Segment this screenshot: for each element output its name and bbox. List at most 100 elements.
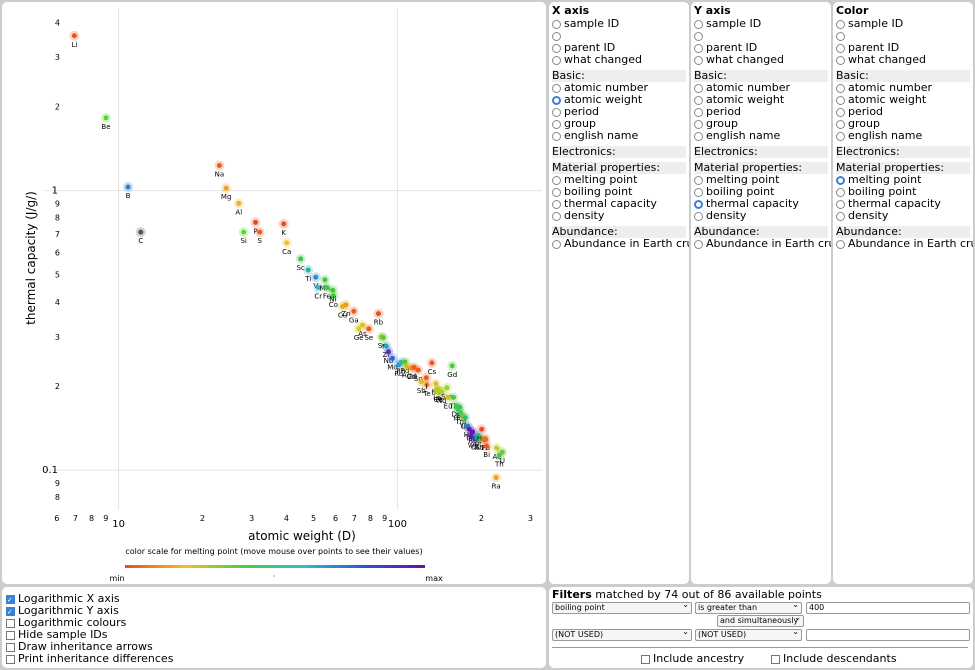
radio-button[interactable] <box>552 55 561 65</box>
y-axis-option[interactable] <box>694 30 828 42</box>
data-point-ca[interactable]: Ca <box>281 237 292 256</box>
data-point-y[interactable]: Y <box>378 332 389 351</box>
y-axis-option[interactable]: atomic weight <box>694 94 828 106</box>
radio-button[interactable] <box>836 95 845 105</box>
x-axis-option[interactable]: density <box>552 210 686 222</box>
data-point-mg[interactable]: Mg <box>221 183 231 201</box>
include-descendants-option[interactable]: Include descendants <box>771 653 897 665</box>
radio-button[interactable] <box>552 95 561 105</box>
color-option[interactable]: group <box>836 118 970 130</box>
x-axis-option[interactable]: boiling point <box>552 186 686 198</box>
data-point-i[interactable]: I <box>421 372 432 391</box>
filter-field-1-select[interactable]: boiling point <box>552 600 692 614</box>
color-option[interactable] <box>836 30 970 42</box>
include-ancestry-checkbox[interactable] <box>641 654 650 664</box>
y-axis-option[interactable]: english name <box>694 130 828 142</box>
y-axis-option[interactable]: period <box>694 106 828 118</box>
radio-button[interactable] <box>694 83 703 93</box>
radio-button[interactable] <box>552 83 561 93</box>
radio-button[interactable] <box>836 119 845 129</box>
option-row[interactable]: Hide sample IDs <box>6 629 542 641</box>
radio-button[interactable] <box>836 107 845 117</box>
radio-button[interactable] <box>694 199 703 209</box>
filter-joiner-select[interactable]: and simultaneously <box>717 613 804 627</box>
y-axis-option[interactable]: Abundance in Earth crust <box>694 238 831 250</box>
data-point-fe[interactable]: Fe <box>321 282 332 301</box>
y-axis-option[interactable]: what changed <box>694 54 828 66</box>
option-checkbox[interactable] <box>6 630 15 640</box>
data-point-sn[interactable]: Sn <box>413 365 424 383</box>
y-axis-option[interactable]: density <box>694 210 828 222</box>
include-descendants-checkbox[interactable] <box>771 654 780 664</box>
data-point-na[interactable]: Na <box>214 160 225 178</box>
data-point-nb[interactable]: Nb <box>383 346 394 365</box>
radio-button[interactable] <box>552 187 561 197</box>
data-point-ni[interactable]: Ni <box>327 285 338 303</box>
radio-button[interactable] <box>836 187 845 197</box>
x-axis-option[interactable]: parent ID <box>552 42 686 54</box>
color-option[interactable]: Abundance in Earth crust <box>836 238 973 250</box>
radio-button[interactable] <box>552 107 561 117</box>
x-axis-option[interactable]: atomic number <box>552 82 686 94</box>
data-point-rh[interactable]: Rh <box>395 357 406 375</box>
radio-button[interactable] <box>836 19 845 29</box>
color-option[interactable]: melting point <box>836 174 970 186</box>
data-point-s[interactable]: S <box>254 227 265 245</box>
color-option[interactable]: period <box>836 106 970 118</box>
data-point-co[interactable]: Co <box>328 290 339 309</box>
option-checkbox[interactable] <box>6 594 15 606</box>
radio-button[interactable] <box>836 199 845 209</box>
radio-button[interactable] <box>552 19 561 29</box>
radio-button[interactable] <box>836 175 845 185</box>
radio-button[interactable] <box>836 55 845 65</box>
x-axis-option[interactable]: period <box>552 106 686 118</box>
color-option[interactable]: density <box>836 210 970 222</box>
data-point-b[interactable]: B <box>123 182 134 200</box>
option-checkbox[interactable] <box>6 606 15 618</box>
x-axis-option[interactable]: thermal capacity <box>552 198 686 210</box>
data-point-eu[interactable]: Eu <box>443 392 454 410</box>
data-point-al[interactable]: Al <box>233 198 244 216</box>
data-point-ra[interactable]: Ra <box>491 472 502 491</box>
data-point-k[interactable]: K <box>278 218 289 237</box>
data-point-c[interactable]: C <box>135 227 146 245</box>
radio-button[interactable] <box>836 83 845 93</box>
radio-button[interactable] <box>552 131 561 141</box>
radio-button[interactable] <box>694 239 703 249</box>
y-axis-option[interactable]: parent ID <box>694 42 828 54</box>
data-point-au[interactable]: Au <box>474 434 485 452</box>
include-ancestry-option[interactable]: Include ancestry <box>641 653 744 665</box>
y-axis-option[interactable]: thermal capacity <box>694 198 828 210</box>
data-point-u[interactable]: U <box>497 447 508 465</box>
option-row[interactable]: Logarithmic colours <box>6 617 542 629</box>
radio-button[interactable] <box>552 43 561 53</box>
radio-button[interactable] <box>694 211 703 221</box>
filter-value-2-input[interactable] <box>806 629 970 641</box>
data-point-ba[interactable]: Ba <box>430 378 441 397</box>
radio-button[interactable] <box>552 31 561 41</box>
x-axis-option[interactable]: what changed <box>552 54 686 66</box>
data-point-re[interactable]: Re <box>467 426 478 445</box>
x-axis-option[interactable]: atomic weight <box>552 94 686 106</box>
radio-button[interactable] <box>694 55 703 65</box>
color-option[interactable]: boiling point <box>836 186 970 198</box>
filter-op-2-select[interactable]: (NOT USED) <box>695 627 802 641</box>
x-axis-option[interactable] <box>552 30 686 42</box>
filter-field-2-select[interactable]: (NOT USED) <box>552 627 692 641</box>
data-point-be[interactable]: Be <box>100 112 111 131</box>
color-option[interactable]: english name <box>836 130 970 142</box>
data-point-gd[interactable]: Gd <box>447 360 458 379</box>
data-point-lu[interactable]: Lu <box>460 412 471 431</box>
data-point-p[interactable]: P <box>250 217 261 235</box>
x-axis-option[interactable]: sample ID <box>552 18 686 30</box>
radio-button[interactable] <box>836 31 845 41</box>
radio-button[interactable] <box>694 95 703 105</box>
data-point-cr[interactable]: Cr <box>313 282 324 301</box>
data-point-ac[interactable]: Ac <box>491 442 502 461</box>
data-point-ga[interactable]: Ga <box>348 306 359 324</box>
option-checkbox[interactable] <box>6 654 15 664</box>
y-axis-option[interactable]: melting point <box>694 174 828 186</box>
data-point-er[interactable]: Er <box>454 402 465 420</box>
radio-button[interactable] <box>694 19 703 29</box>
